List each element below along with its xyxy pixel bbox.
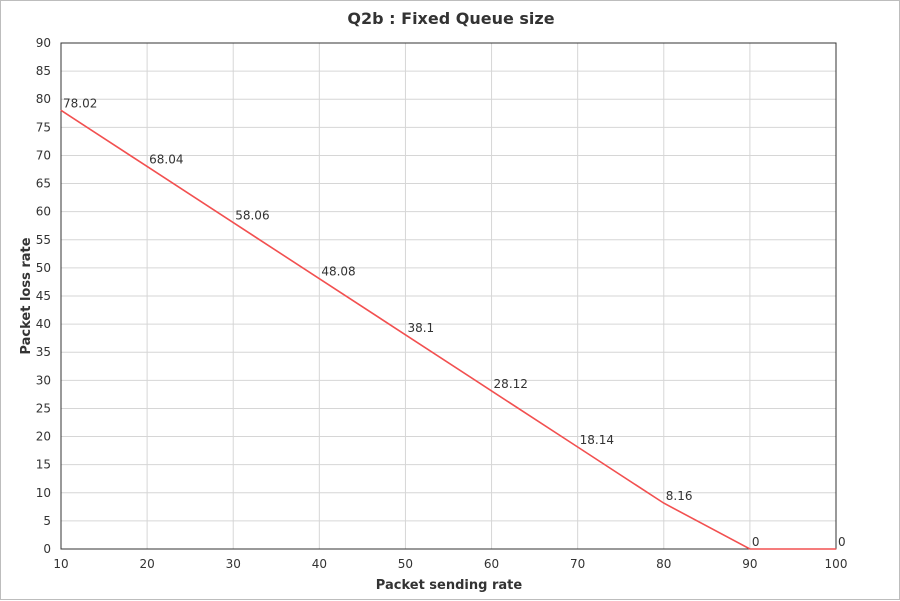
data-point [232,222,234,224]
grid-lines [60,42,837,550]
y-tick-label: 70 [36,148,51,162]
data-label: 78.02 [63,96,97,110]
data-point [146,165,148,167]
data-point [318,278,320,280]
x-axis-title: Packet sending rate [376,578,523,593]
chart-title: Q2b : Fixed Queue size [347,9,554,28]
data-labels: 78.02 68.04 58.06 48.08 38.1 28.12 18.14 8.16 0 0 [63,96,846,549]
y-axis-title: Packet loss rate [19,237,34,354]
y-tick-label: 45 [36,289,51,303]
data-point [749,548,751,550]
y-tick-label: 85 [36,64,51,78]
y-tick-label: 30 [36,373,51,387]
x-tick-label: 70 [570,557,585,571]
x-tick-label: 50 [398,557,413,571]
y-tick-label: 35 [36,345,51,359]
data-label: 8.16 [666,489,693,503]
x-tick-label: 90 [742,557,757,571]
data-label: 58.06 [235,209,269,223]
x-tick-label: 30 [226,557,241,571]
y-tick-label: 50 [36,261,51,275]
plot-area [60,42,837,550]
x-tick-label: 40 [312,557,327,571]
y-tick-label: 0 [43,542,51,556]
data-point [60,109,62,111]
y-tick-label: 75 [36,120,51,134]
x-axis-ticks: 10 20 30 40 50 60 70 80 90 100 [53,557,847,571]
data-label: 38.1 [407,321,434,335]
y-tick-label: 10 [36,486,51,500]
data-point [491,390,493,392]
series-line [60,109,836,550]
x-tick-label: 80 [656,557,671,571]
data-label: 68.04 [149,152,183,166]
y-tick-label: 15 [36,458,51,472]
y-tick-label: 20 [36,430,51,444]
y-tick-label: 40 [36,317,51,331]
x-tick-label: 10 [53,557,68,571]
data-label: 28.12 [494,377,528,391]
data-point [835,548,837,550]
data-label: 0 [838,535,846,549]
y-tick-label: 65 [36,177,51,191]
data-label: 48.08 [321,265,355,279]
data-label: 0 [752,535,760,549]
y-tick-label: 60 [36,205,51,219]
data-point [663,502,665,504]
x-tick-label: 20 [139,557,154,571]
y-tick-label: 90 [36,36,51,50]
y-axis-ticks: 0 5 10 15 20 25 30 35 40 45 50 55 60 65 70 75 80 85 90 [36,36,51,556]
x-tick-label: 60 [484,557,499,571]
y-tick-label: 5 [43,514,51,528]
y-tick-label: 55 [36,233,51,247]
data-point [404,334,406,336]
series-layer [60,109,837,550]
y-tick-label: 80 [36,92,51,106]
data-point [577,446,579,448]
y-tick-label: 25 [36,401,51,415]
x-tick-label: 100 [825,557,848,571]
data-label: 18.14 [580,433,614,447]
